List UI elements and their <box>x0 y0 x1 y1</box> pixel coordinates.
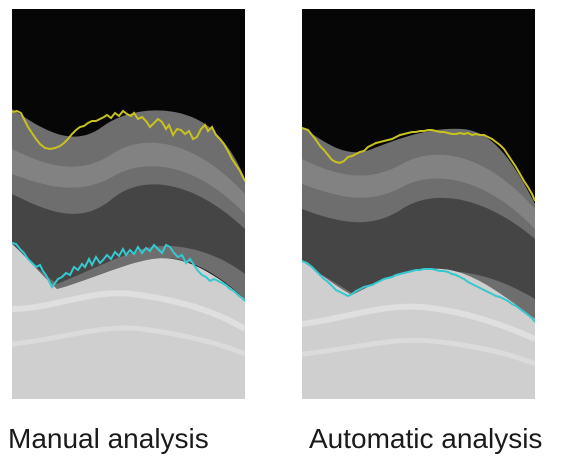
manual-scan-svg <box>12 9 245 399</box>
manual-analysis-caption: Manual analysis <box>8 423 209 454</box>
manual-analysis-image <box>12 9 245 399</box>
automatic-analysis-image <box>302 9 535 399</box>
automatic-scan-svg <box>302 9 535 399</box>
automatic-analysis-caption: Automatic analysis <box>309 423 543 454</box>
automatic-lower-contour <box>302 260 535 323</box>
manual-upper-contour <box>12 109 245 182</box>
manual-lower-contour <box>12 242 245 302</box>
automatic-upper-contour <box>302 127 535 202</box>
